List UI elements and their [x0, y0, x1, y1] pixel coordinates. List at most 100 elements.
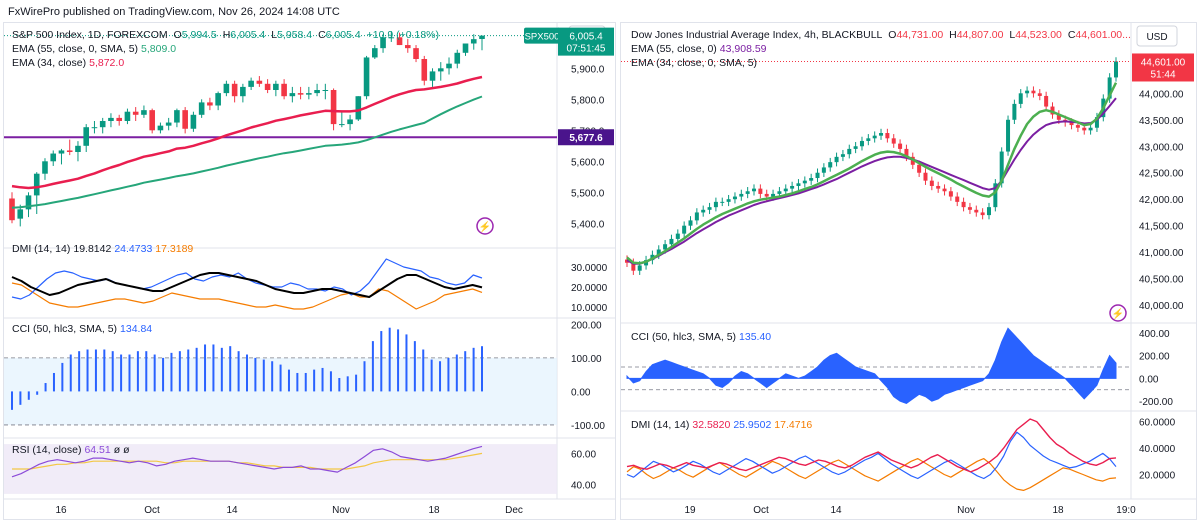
- left-dmi-axis-label: 20.0000: [571, 283, 608, 294]
- right-cci-legend[interactable]: CCI (50, hlc3, SMA, 5) 135.40: [631, 331, 772, 343]
- left-time-axis-label: Nov: [332, 505, 350, 516]
- left-cci-bar: [36, 391, 39, 395]
- left-candle-body: [339, 124, 345, 126]
- right-candle-body: [758, 188, 763, 194]
- right-candle-body: [720, 201, 725, 203]
- right-candle-body: [1107, 77, 1112, 99]
- left-price-badge: [558, 27, 614, 56]
- right-candle-body: [752, 188, 757, 192]
- left-candle-body: [190, 114, 197, 129]
- left-cci-bar: [455, 354, 458, 392]
- right-cci-axis-label: -200.00: [1139, 397, 1173, 408]
- right-candle-body: [631, 262, 636, 271]
- left-main-legend: S&P 500 Index, 1D, FOREXCOM O5,994.5 H6,…: [12, 29, 440, 41]
- left-dmi-legend[interactable]: DMI (14, 14) 19.8142 24.4733 17.3189: [12, 243, 194, 255]
- right-candle-body: [771, 193, 776, 197]
- left-cci-bar: [338, 378, 341, 392]
- right-symbol-title[interactable]: Dow Jones Industrial Average Index, 4h, …: [631, 29, 883, 41]
- left-ema34-legend[interactable]: EMA (34, close) 5,872.0: [12, 57, 125, 69]
- left-symbol-title[interactable]: S&P 500 Index, 1D, FOREXCOM: [12, 29, 168, 41]
- right-candle-body: [929, 180, 934, 186]
- left-ema55-line: [11, 95, 483, 209]
- right-candle-body: [872, 135, 877, 139]
- right-candle-body: [637, 265, 642, 271]
- right-dmi-legend[interactable]: DMI (14, 14) 32.5820 25.9502 17.4716: [631, 419, 813, 431]
- left-cci-bar: [329, 371, 332, 392]
- right-candle-body: [1044, 95, 1049, 107]
- left-cci-bar: [447, 357, 450, 392]
- left-candle-body: [141, 110, 147, 115]
- right-dmi-minus-line: [626, 458, 1117, 491]
- left-cci-bar: [296, 372, 299, 392]
- left-cci-legend[interactable]: CCI (50, hlc3, SMA, 5) 134.84: [12, 323, 153, 335]
- left-low-value: 5,958.4: [277, 29, 313, 41]
- left-cci-bar: [86, 349, 89, 392]
- right-dmi-axis-label: 20.0000: [1139, 471, 1176, 482]
- right-price-axis-label: 41,000.00: [1139, 248, 1184, 259]
- left-candle-body: [174, 110, 180, 123]
- right-dmi-axis-label: 60.0000: [1139, 418, 1176, 429]
- left-candle-body: [363, 57, 370, 97]
- lightning-icon: [1109, 304, 1127, 322]
- right-time-axis-label: Nov: [957, 505, 975, 516]
- left-cci-axis-label: 0.00: [571, 387, 591, 398]
- left-cci-bar: [464, 351, 467, 392]
- left-cci-bar: [422, 349, 425, 392]
- left-cci-bar: [195, 347, 198, 392]
- left-cci-bar: [355, 374, 358, 392]
- right-ema34-legend[interactable]: EMA (34, close, 0, SMA, 5): [631, 57, 758, 69]
- left-chart-canvas[interactable]: USD5,900.05,800.05,700.05,600.05,500.05,…: [4, 23, 615, 519]
- left-cci-bar: [204, 344, 207, 392]
- right-candle-body: [1018, 93, 1023, 104]
- lightning-icon-glyph: ⚡: [479, 220, 491, 233]
- left-candle-body: [149, 110, 155, 131]
- left-candle-body: [404, 45, 411, 49]
- right-chart-canvas[interactable]: USD 44,000.00 43,500.00 43,000.00 42,500.00 4…: [621, 23, 1196, 519]
- right-candle-body: [986, 207, 991, 216]
- left-cci-bar: [153, 354, 156, 392]
- left-close-value: 6,005.4: [325, 29, 361, 41]
- left-candle-body: [248, 80, 254, 87]
- right-candle-body: [694, 212, 699, 221]
- left-rsi-ma-line: [12, 452, 483, 470]
- right-price-axis-label: 40,500.00: [1139, 275, 1184, 286]
- right-ema55-legend[interactable]: EMA (55, close, 0) 43,908.59: [631, 43, 767, 55]
- left-candle-body: [108, 117, 114, 121]
- right-candle-body: [1075, 125, 1080, 128]
- left-cci-bar: [405, 334, 408, 392]
- right-candle-body: [885, 133, 890, 139]
- left-chart-panel[interactable]: USD5,900.05,800.05,700.05,600.05,500.05,…: [3, 22, 616, 520]
- left-cci-bar: [287, 369, 290, 392]
- left-cci-bar: [413, 341, 416, 392]
- left-cci-bar: [44, 383, 47, 392]
- right-candle-body: [707, 207, 712, 210]
- right-candle-body: [879, 133, 884, 136]
- left-cci-bar: [120, 354, 123, 392]
- left-candle-body: [165, 122, 172, 126]
- right-candle-body: [745, 191, 750, 194]
- right-candle-body: [853, 146, 858, 149]
- right-main-legend: Dow Jones Industrial Average Index, 4h, …: [631, 29, 1131, 41]
- left-cci-bar: [94, 349, 97, 392]
- left-cci-bar: [170, 352, 173, 392]
- left-rsi-legend[interactable]: RSI (14, close) 64.51 ø ø: [12, 444, 130, 456]
- right-time-axis-label: 14: [830, 505, 842, 516]
- right-candle-body: [999, 151, 1004, 184]
- right-chart-panel[interactable]: USD 44,000.00 43,500.00 43,000.00 42,500.00 4…: [620, 22, 1197, 520]
- right-candle-body: [1037, 93, 1042, 96]
- left-dmi-minus-line: [11, 282, 483, 310]
- right-candle-body: [904, 148, 909, 157]
- left-candle-body: [380, 37, 386, 49]
- right-candle-body: [1114, 61, 1118, 78]
- left-cci-bar: [136, 351, 139, 392]
- left-level-badge-label: 5,677.6: [569, 133, 603, 144]
- left-time-axis-label: Oct: [144, 505, 160, 516]
- right-price-axis-label: 41,500.00: [1139, 222, 1184, 233]
- left-candle-body: [273, 83, 279, 90]
- left-candle-body: [264, 83, 271, 90]
- left-candle-body: [91, 127, 98, 129]
- left-ema55-legend[interactable]: EMA (55, close, 0, SMA, 5) 5,809.0: [12, 43, 177, 55]
- left-candle-body: [50, 153, 57, 162]
- left-symbol-badge-label: SPX500: [525, 32, 560, 43]
- left-candle-body: [9, 198, 15, 221]
